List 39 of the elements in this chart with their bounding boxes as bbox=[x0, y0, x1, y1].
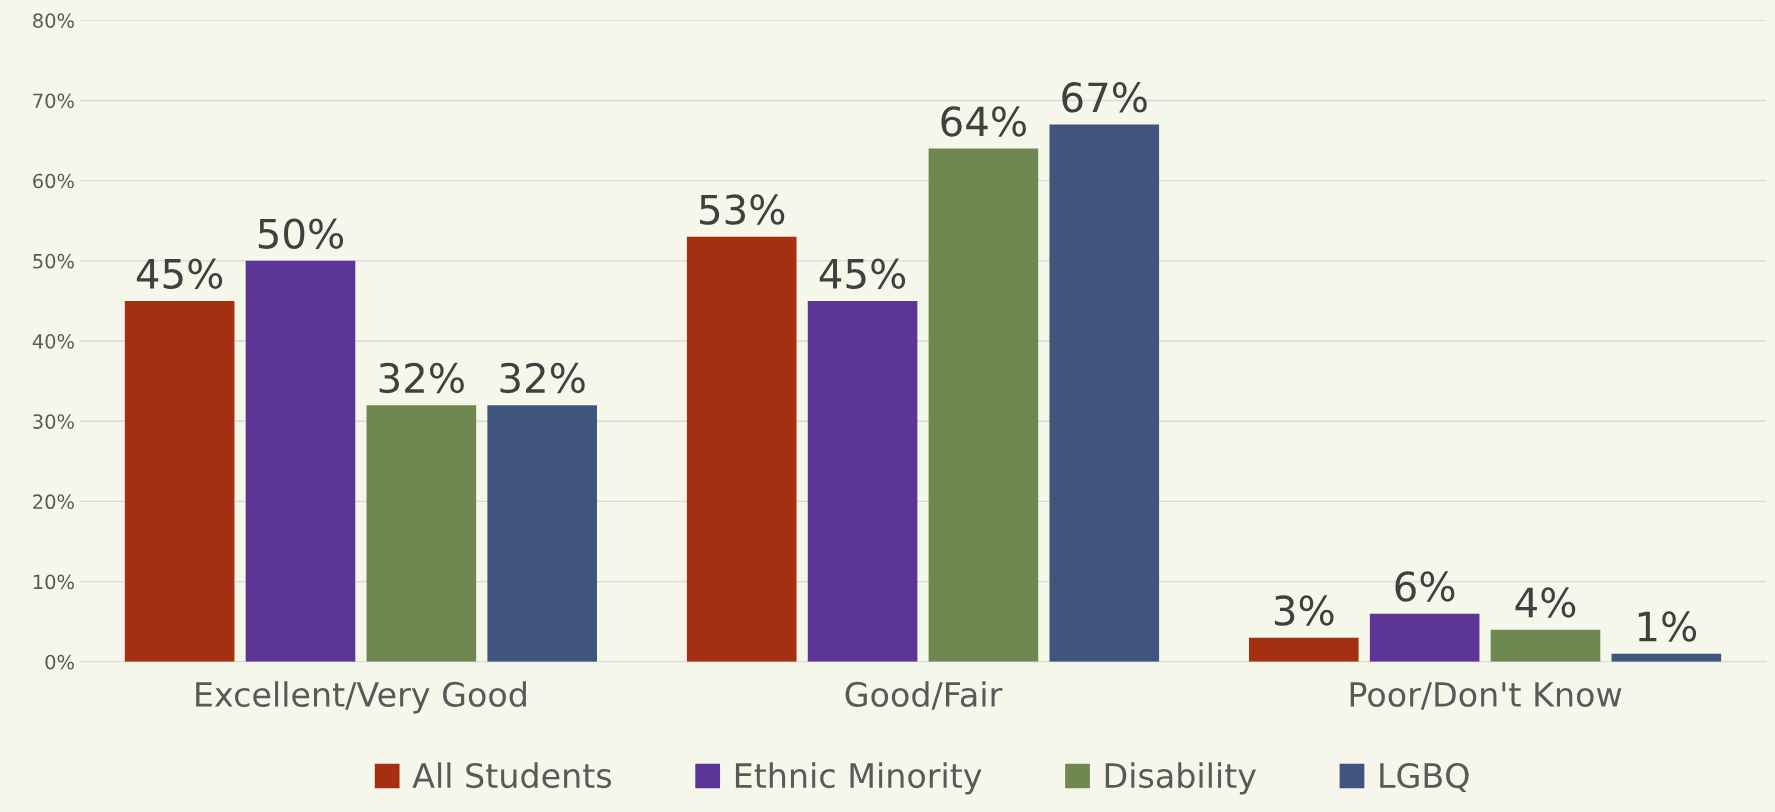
legend-label: Ethnic Minority bbox=[735, 762, 982, 795]
y-tick-label: 50% bbox=[33, 253, 74, 269]
y-tick-label: 80% bbox=[33, 13, 74, 28]
data-label: 32% bbox=[500, 362, 585, 394]
y-tick-label: 30% bbox=[33, 414, 74, 429]
legend-label: LGBQ bbox=[1380, 762, 1469, 792]
bar bbox=[1049, 124, 1160, 662]
x-tick-label: Good/Fair bbox=[845, 681, 1003, 710]
y-tick-label: 60% bbox=[33, 173, 74, 189]
data-label: 45% bbox=[819, 258, 906, 289]
y-tick-label: 40% bbox=[32, 334, 74, 349]
legend-label: All Students bbox=[412, 762, 612, 789]
data-label: 4% bbox=[1515, 587, 1576, 618]
data-label: 45% bbox=[136, 258, 223, 289]
y-tick-label: 10% bbox=[33, 574, 74, 590]
data-label: 67% bbox=[1062, 82, 1147, 113]
bar bbox=[928, 148, 1039, 662]
bar bbox=[366, 405, 477, 662]
y-tick-label: 70% bbox=[33, 93, 74, 109]
bar bbox=[686, 236, 797, 662]
data-label: 50% bbox=[258, 218, 344, 249]
data-label: 6% bbox=[1395, 571, 1455, 602]
data-label: 3% bbox=[1274, 595, 1334, 626]
bar bbox=[245, 260, 356, 662]
legend-label: Disability bbox=[1105, 762, 1256, 795]
bar bbox=[807, 300, 918, 662]
x-tick-label: Excellent/Very Good bbox=[196, 681, 526, 714]
y-tick-label: 20% bbox=[33, 494, 74, 510]
bar bbox=[1490, 629, 1601, 662]
x-tick-label: Poor/Don't Know bbox=[1350, 682, 1622, 710]
y-tick-label: 0% bbox=[45, 654, 74, 670]
data-label: 32% bbox=[379, 362, 464, 394]
bar bbox=[1249, 637, 1359, 662]
data-label: 1% bbox=[1638, 611, 1697, 642]
data-label: 53% bbox=[700, 194, 785, 225]
bar bbox=[487, 405, 597, 662]
bar bbox=[124, 300, 235, 662]
bar bbox=[1369, 613, 1480, 662]
data-label: 64% bbox=[941, 106, 1026, 137]
